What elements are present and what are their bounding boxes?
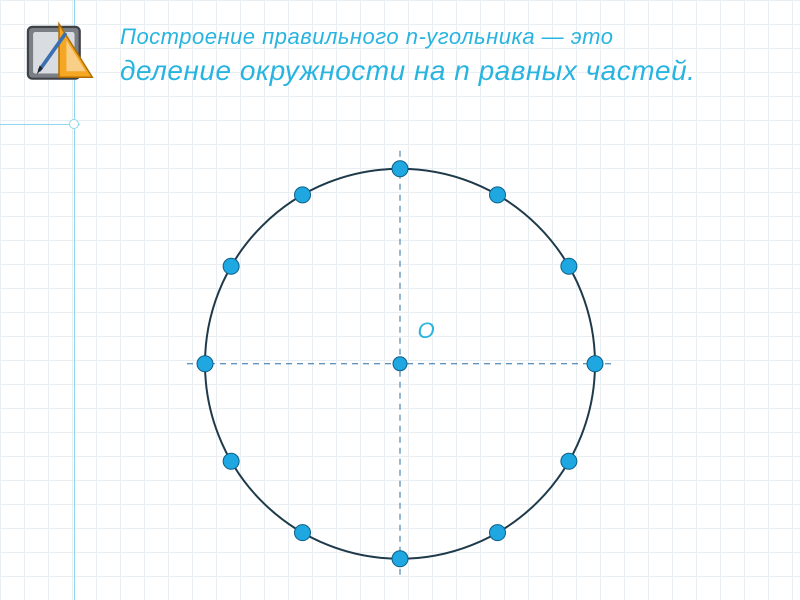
division-point xyxy=(587,356,603,372)
slide: Построение правильного n-угольника — это… xyxy=(0,0,800,600)
division-point xyxy=(197,356,213,372)
slide-title: Построение правильного n-угольника — это… xyxy=(120,22,770,89)
center-label: O xyxy=(417,318,434,344)
figure-area: O xyxy=(0,110,800,600)
circle-figure xyxy=(180,144,620,584)
title-line-1: Построение правильного n-угольника — это xyxy=(120,22,770,52)
division-point xyxy=(392,161,408,177)
center-point xyxy=(393,357,407,371)
division-point xyxy=(223,258,239,274)
drafting-tools-icon xyxy=(22,18,96,92)
title-line-2: деление окружности на n равных частей. xyxy=(120,52,770,90)
division-point xyxy=(490,525,506,541)
division-point xyxy=(392,551,408,567)
division-point xyxy=(295,187,311,203)
division-point xyxy=(561,453,577,469)
division-point xyxy=(490,187,506,203)
division-point xyxy=(295,525,311,541)
division-point xyxy=(561,258,577,274)
division-point xyxy=(223,453,239,469)
